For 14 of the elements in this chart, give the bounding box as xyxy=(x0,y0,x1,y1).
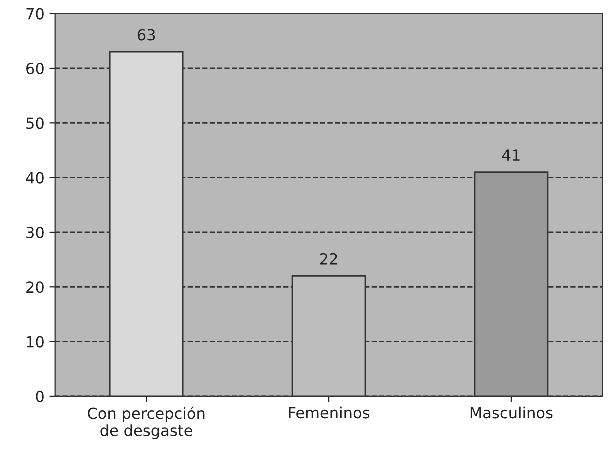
y-tick-label: 60 xyxy=(26,62,44,75)
x-tick-label: Femeninos xyxy=(289,406,370,419)
y-tick-label: 0 xyxy=(36,390,44,402)
y-tick-label: 40 xyxy=(26,172,44,184)
x-tick-label: Masculinos xyxy=(470,406,553,419)
y-tick-label: 70 xyxy=(26,8,44,20)
y-tick-label: 30 xyxy=(26,226,44,238)
x-tick-label: Con percepción de desgaste xyxy=(88,406,205,440)
data-label: 22 xyxy=(320,253,338,265)
data-label: 63 xyxy=(138,29,156,41)
y-tick-label: 50 xyxy=(26,118,44,130)
y-tick-label: 20 xyxy=(26,282,44,294)
y-tick-label: 10 xyxy=(27,336,44,348)
data-label: 41 xyxy=(502,150,520,161)
